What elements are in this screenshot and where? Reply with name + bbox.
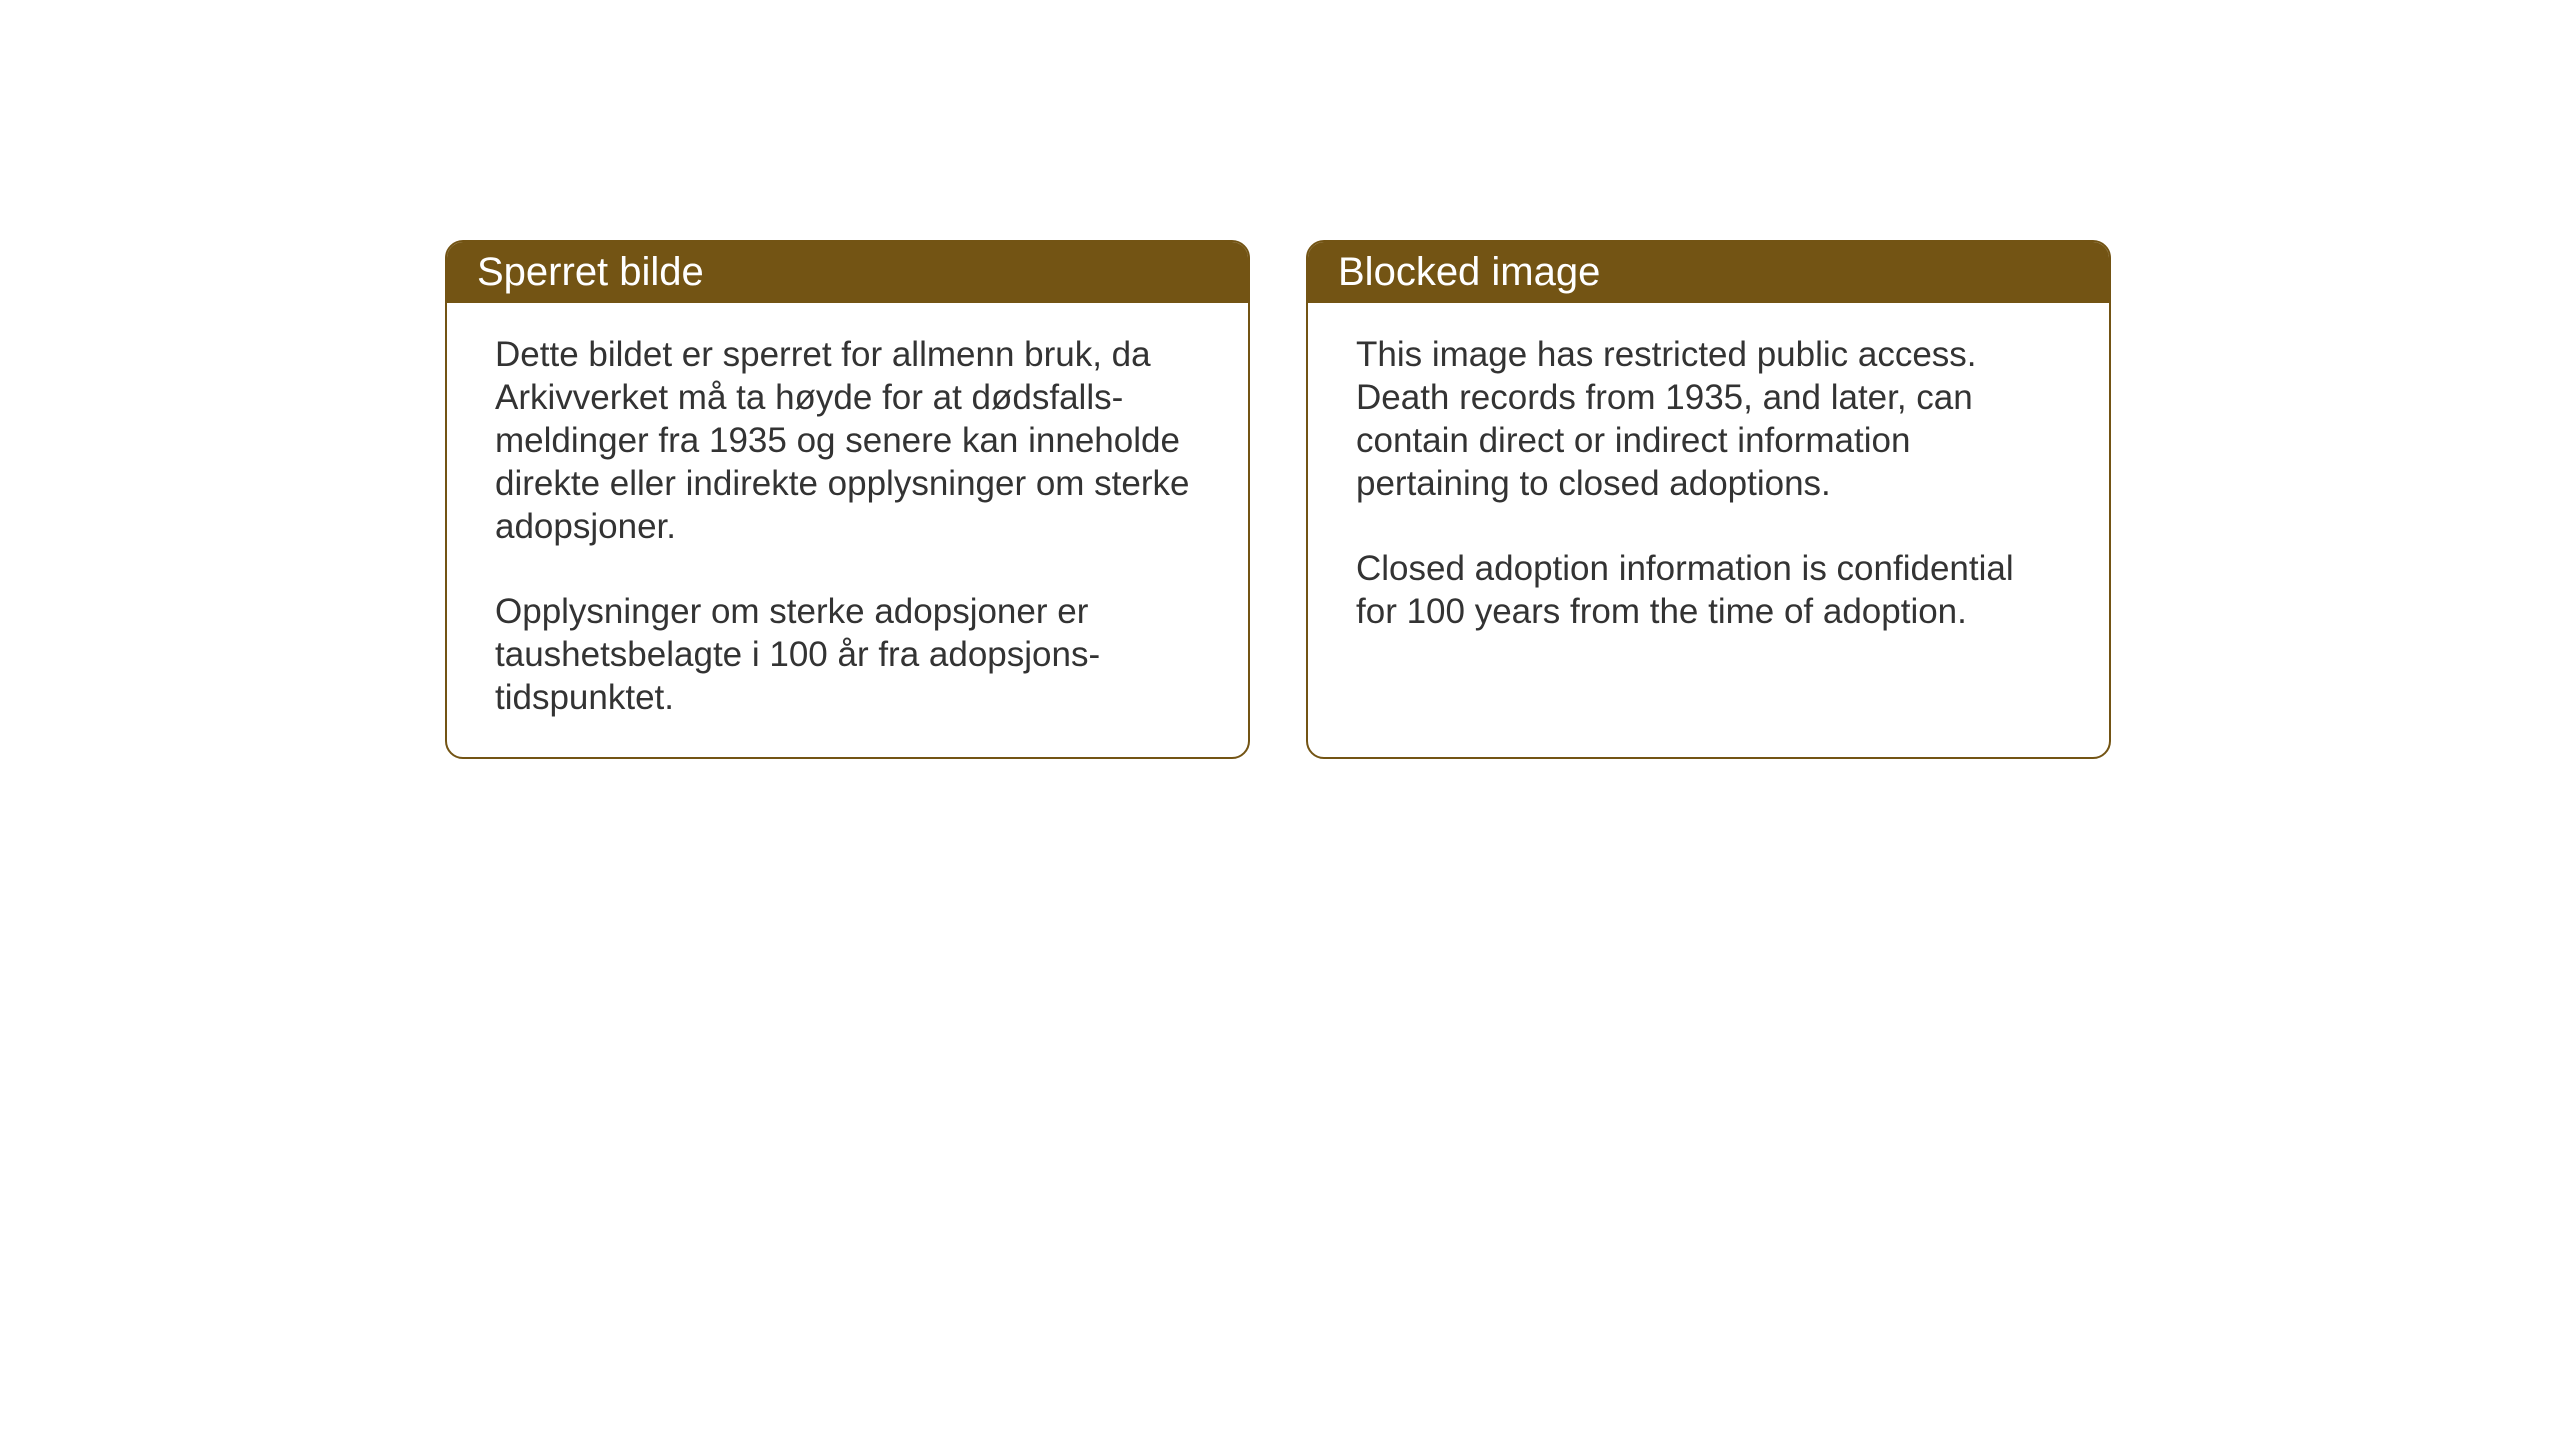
card-paragraph-english-1: This image has restricted public access.…	[1356, 333, 2061, 505]
notice-card-norwegian: Sperret bilde Dette bildet er sperret fo…	[445, 240, 1250, 759]
notice-card-english: Blocked image This image has restricted …	[1306, 240, 2111, 759]
card-paragraph-english-2: Closed adoption information is confident…	[1356, 547, 2061, 633]
card-paragraph-norwegian-1: Dette bildet er sperret for allmenn bruk…	[495, 333, 1200, 548]
card-header-english: Blocked image	[1308, 242, 2109, 303]
card-title-norwegian: Sperret bilde	[477, 250, 704, 294]
card-header-norwegian: Sperret bilde	[447, 242, 1248, 303]
card-body-norwegian: Dette bildet er sperret for allmenn bruk…	[447, 303, 1248, 757]
card-body-english: This image has restricted public access.…	[1308, 303, 2109, 671]
card-title-english: Blocked image	[1338, 250, 1600, 294]
card-paragraph-norwegian-2: Opplysninger om sterke adopsjoner er tau…	[495, 590, 1200, 719]
notice-cards-container: Sperret bilde Dette bildet er sperret fo…	[445, 240, 2111, 759]
